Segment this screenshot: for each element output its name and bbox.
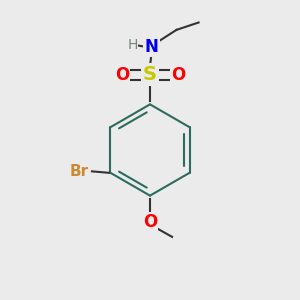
Text: O: O — [171, 66, 185, 84]
Text: O: O — [143, 213, 157, 231]
Text: S: S — [143, 65, 157, 84]
Text: Br: Br — [70, 164, 89, 179]
Text: N: N — [145, 38, 158, 56]
Text: H: H — [127, 38, 137, 52]
Text: O: O — [115, 66, 129, 84]
